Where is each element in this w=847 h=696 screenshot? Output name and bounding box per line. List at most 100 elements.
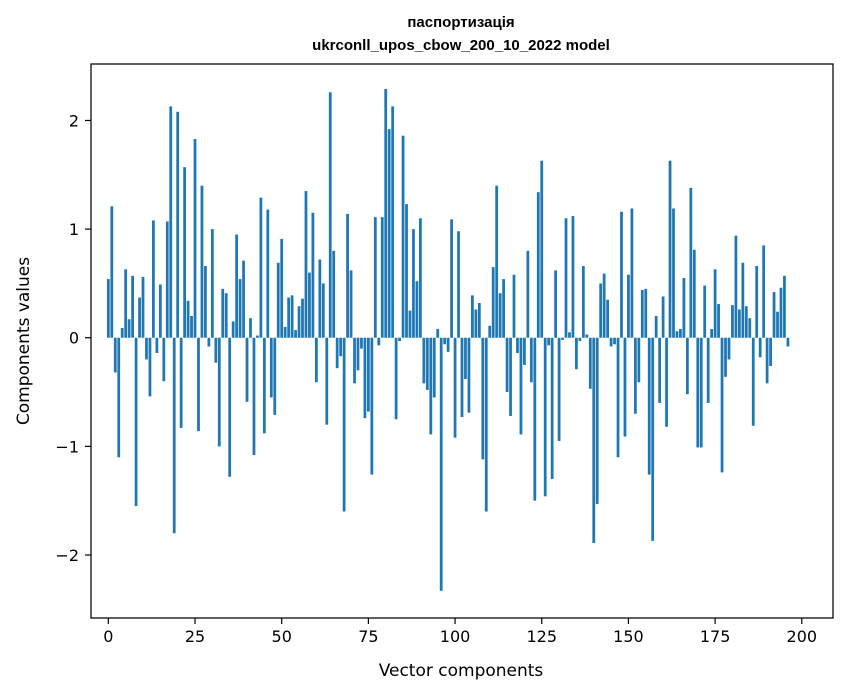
bar <box>432 337 436 398</box>
bar <box>325 337 329 425</box>
bar <box>117 337 121 458</box>
bar <box>183 167 186 338</box>
bar <box>443 337 447 345</box>
bar <box>512 274 516 338</box>
bar <box>408 310 412 338</box>
bar <box>106 279 110 338</box>
bar <box>370 337 374 475</box>
bar <box>120 327 124 338</box>
bar <box>301 298 304 338</box>
bar <box>637 337 641 383</box>
x-tick-label: 200 <box>787 627 818 646</box>
bar <box>363 337 367 419</box>
bar <box>502 279 505 338</box>
chart-subtitle: ukrconll_upos_cbow_200_10_2022 model <box>312 37 610 54</box>
bar <box>259 197 263 338</box>
bar <box>453 337 457 438</box>
bar <box>578 337 582 341</box>
bar <box>235 234 239 338</box>
bar <box>193 138 197 338</box>
bar <box>141 276 145 338</box>
x-tick-label: 75 <box>358 627 378 646</box>
x-tick-label: 125 <box>526 627 557 646</box>
bar <box>148 337 152 397</box>
bar <box>436 329 440 338</box>
bar <box>391 106 395 338</box>
y-tick-label: 0 <box>69 329 79 348</box>
bar <box>342 337 346 512</box>
bar <box>464 337 467 380</box>
bar <box>412 229 415 338</box>
bar <box>516 337 519 353</box>
bar <box>280 238 284 338</box>
bar <box>460 337 464 418</box>
bar <box>554 270 557 338</box>
bar <box>429 337 433 435</box>
bar <box>623 337 627 437</box>
x-tick-label: 25 <box>185 627 205 646</box>
bar <box>360 337 363 349</box>
bar <box>297 306 301 338</box>
bar <box>724 337 727 377</box>
bar <box>529 337 533 383</box>
bar <box>588 337 592 389</box>
bar <box>523 337 526 365</box>
bar <box>207 337 211 347</box>
bar <box>585 334 589 338</box>
bar <box>276 262 280 338</box>
bar <box>633 337 637 414</box>
bar <box>425 337 429 390</box>
bar <box>252 337 256 456</box>
bar <box>384 88 388 338</box>
bar <box>557 337 561 441</box>
bar <box>165 221 169 338</box>
bar <box>675 331 679 338</box>
bar <box>762 245 766 338</box>
bar <box>630 208 634 338</box>
bar <box>311 212 315 338</box>
bar <box>581 266 585 338</box>
bar <box>717 304 720 338</box>
bar <box>138 297 141 338</box>
bar <box>755 266 759 338</box>
bar <box>769 337 772 366</box>
bars-group <box>106 88 790 591</box>
bar <box>262 337 266 434</box>
bar <box>256 335 259 338</box>
bar <box>568 332 571 338</box>
bar <box>113 337 117 373</box>
bar <box>595 337 599 504</box>
bar <box>415 281 419 338</box>
bar <box>533 337 537 501</box>
plot-frame <box>90 63 834 619</box>
bar <box>609 337 613 347</box>
x-tick-label: 50 <box>272 627 292 646</box>
bar <box>699 337 703 448</box>
bar <box>294 330 297 338</box>
bar <box>346 213 349 338</box>
bar <box>471 295 474 338</box>
bar <box>679 329 682 338</box>
x-axis-ticks: 0 25 50 75 100 125 150 175 200 <box>103 618 817 646</box>
bar <box>703 285 707 338</box>
bar <box>349 270 353 338</box>
bar <box>266 209 270 338</box>
bar <box>228 337 232 477</box>
y-tick-label: −2 <box>55 546 79 565</box>
bar <box>519 337 523 435</box>
bar <box>731 305 734 338</box>
y-tick-label: 1 <box>69 220 79 239</box>
bar <box>651 337 655 541</box>
bar <box>748 318 752 338</box>
x-tick-label: 150 <box>613 627 644 646</box>
bar <box>710 329 714 338</box>
bar <box>540 160 544 338</box>
x-tick-label: 100 <box>440 627 471 646</box>
bar <box>727 337 731 360</box>
bar <box>321 283 325 338</box>
bar <box>249 318 252 338</box>
x-axis-label: Vector components <box>379 661 544 681</box>
bar <box>738 309 741 338</box>
bar <box>689 187 693 338</box>
bar <box>751 337 755 426</box>
